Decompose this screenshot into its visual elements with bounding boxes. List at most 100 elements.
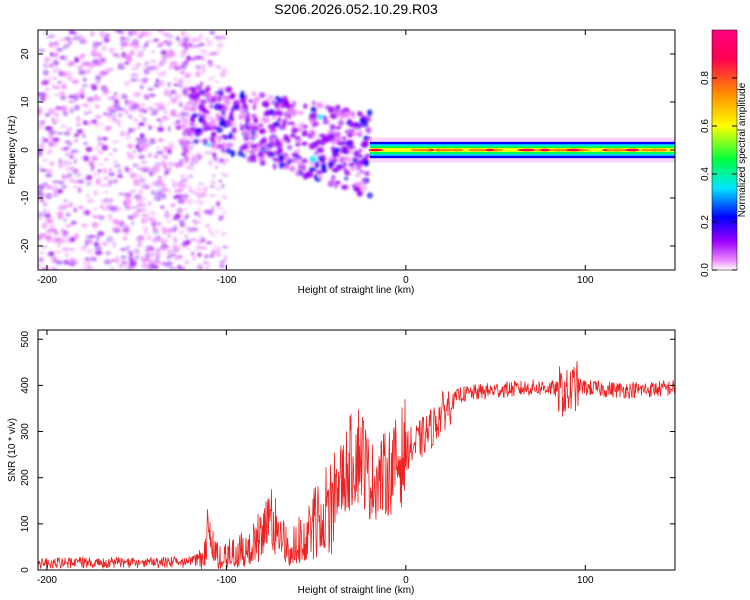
spectrogram-cell: [157, 179, 162, 185]
spectrogram-cell: [97, 169, 102, 173]
spectrogram-cell: [38, 216, 43, 220]
spectrogram-cell: [141, 137, 148, 144]
spectrogram-cell: [180, 38, 186, 42]
spectrogram-cell: [152, 38, 160, 42]
spectrogram-cell: [52, 69, 56, 74]
snr-xtick-label: 0: [403, 575, 409, 586]
spectrogram-cell: [196, 85, 202, 90]
spectrogram-cell: [222, 210, 227, 215]
spectrogram-cell: [63, 217, 67, 222]
spectrogram-cell: [107, 172, 115, 177]
spectrogram-cell: [113, 159, 117, 164]
spectrogram-cell: [149, 113, 158, 116]
spectrogram-cell: [248, 99, 253, 103]
spectrogram-cell: [184, 234, 189, 239]
spectrogram-cell: [145, 247, 149, 253]
spectrogram-cell: [52, 59, 60, 66]
spectrogram-cell: [69, 202, 74, 207]
spectrogram-cell: [314, 151, 319, 156]
spectrogram-cell: [138, 178, 146, 184]
spectrogram-cell: [204, 254, 209, 259]
colorbar-gradient: [711, 29, 738, 271]
spectrogram-cell: [191, 86, 197, 94]
spectrogram-cell: [164, 212, 170, 219]
spectrogram-cell: [38, 264, 41, 268]
spectrogram-cell: [124, 203, 130, 210]
spectrogram-cell: [123, 80, 131, 87]
spectrogram-cell: [208, 160, 213, 166]
spectrogram-cell: [291, 100, 297, 108]
spectrogram-cell: [294, 157, 302, 164]
spectrogram-cell: [247, 131, 252, 136]
spectrogram-cell: [92, 58, 100, 65]
spectrogram-ytick-label: -20: [20, 238, 31, 253]
spectrogram-tone: [368, 137, 675, 163]
spectrogram-cell: [135, 62, 141, 68]
spectrogram-cell: [88, 235, 96, 239]
spectrogram-cell: [54, 250, 62, 254]
spectrogram-cell: [288, 107, 296, 114]
spectrogram-cell: [161, 161, 166, 165]
spectrogram-cell: [200, 245, 205, 250]
spectrogram-cell: [43, 31, 48, 36]
spectrogram-cell: [102, 243, 110, 246]
spectrogram-cell: [85, 146, 93, 153]
spectrogram-cell: [166, 41, 172, 48]
spectrogram-cell: [272, 163, 277, 170]
spectrogram-cell: [184, 226, 191, 231]
spectrogram-cell: [45, 173, 53, 178]
spectrogram-cell: [66, 62, 75, 67]
spectrogram-cell: [97, 142, 105, 146]
spectrogram-cell: [72, 180, 79, 184]
spectrogram-cell: [97, 123, 106, 126]
spectrogram-cell: [334, 164, 342, 172]
spectrogram-cell: [157, 42, 163, 47]
spectrogram-cell: [246, 156, 255, 163]
spectrogram-cell: [60, 95, 67, 101]
spectrogram-cell: [108, 179, 113, 185]
spectrogram-cell: [141, 217, 147, 223]
spectrogram-cell: [113, 228, 120, 233]
spectrogram-cell: [109, 108, 117, 114]
spectrogram-cell: [268, 126, 277, 134]
spectrogram-cell: [222, 174, 229, 177]
spectrogram-cell: [125, 166, 130, 173]
spectrogram-cell: [45, 34, 53, 39]
spectrogram-cell: [157, 62, 164, 67]
spectrogram-cell: [171, 179, 175, 183]
spectrogram-cell: [346, 120, 351, 126]
spectrogram-cell: [74, 172, 83, 177]
spectrogram-cell: [170, 97, 178, 104]
spectrogram-cell: [120, 36, 126, 42]
spectrogram-cell: [50, 267, 58, 270]
spectrogram-cell: [219, 158, 224, 163]
spectrogram-cell: [44, 126, 53, 131]
spectrogram-cell: [82, 77, 88, 82]
spectrogram-cell: [168, 92, 173, 99]
spectrogram-cell: [65, 224, 73, 228]
spectrogram-cell: [186, 156, 191, 160]
spectrogram-cell: [166, 227, 173, 234]
spectrogram-cell: [69, 107, 75, 114]
spectrogram-cell: [87, 68, 91, 75]
spectrogram-cell: [159, 246, 167, 251]
spectrogram-cell: [222, 96, 230, 103]
spectrogram-cell: [90, 50, 97, 57]
spectrogram-cell: [39, 251, 46, 254]
spectrogram-cell: [142, 63, 147, 69]
spectrogram-cell: [159, 119, 163, 126]
spectrogram-cell: [187, 145, 194, 149]
spectrogram-cell: [214, 80, 220, 84]
spectrogram-cell: [38, 143, 41, 147]
spectrogram-cell: [112, 178, 118, 184]
spectrogram-cell: [193, 160, 199, 165]
spectrogram-cell: [108, 197, 114, 203]
spectrogram-cell: [218, 179, 223, 183]
spectrogram-cell: [159, 74, 167, 77]
spectrogram-cell: [183, 60, 189, 66]
snr-line: [38, 360, 675, 570]
spectrogram-cell: [166, 102, 172, 106]
spectrogram-cell: [141, 208, 147, 212]
spectrogram-cell: [342, 111, 350, 117]
spectrogram-cell: [89, 256, 97, 262]
